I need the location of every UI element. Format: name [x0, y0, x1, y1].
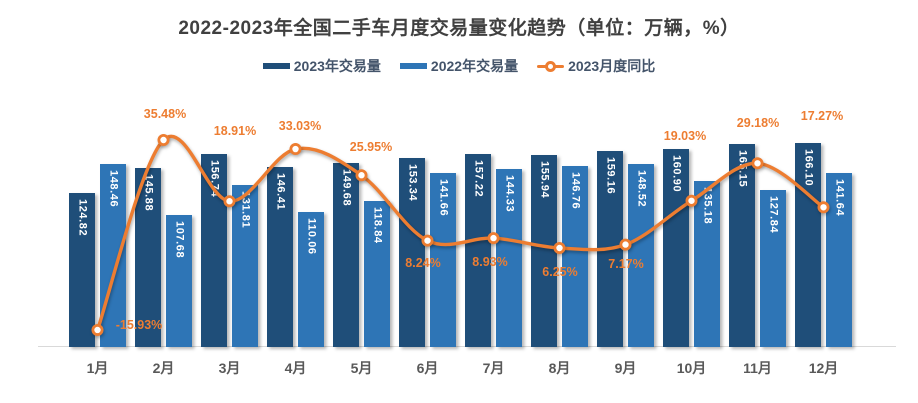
bar-value-2023-2月: 145.88 [135, 174, 161, 211]
x-tick-6月: 6月 [416, 360, 439, 376]
bar-value-2023-10月: 160.90 [663, 155, 689, 192]
yoy-label-11月: 29.18% [736, 116, 780, 130]
yoy-label-9月: 7.17% [608, 257, 644, 271]
legend-swatch-2022-icon [399, 63, 427, 69]
bar-value-text: 131.81 [239, 190, 252, 229]
bar-value-text: 144.33 [503, 175, 516, 213]
legend-item-yoy: 2023月度同比 [537, 56, 655, 76]
bar-value-text: 153.34 [406, 164, 419, 202]
x-tick-7月: 7月 [482, 360, 505, 376]
x-tick-4月: 4月 [284, 360, 307, 376]
bar-value-2023-9月: 159.16 [597, 157, 623, 194]
bar-value-2023-8月: 155.94 [531, 161, 557, 198]
legend-label-2022: 2022年交易量 [430, 58, 519, 74]
x-tick-3月: 3月 [218, 360, 241, 376]
x-tick-1月: 1月 [86, 360, 109, 376]
bar-value-text: 156.74 [208, 160, 221, 198]
bar-value-2022-7月: 144.33 [496, 175, 522, 212]
bar-value-text: 107.68 [173, 220, 186, 258]
bar-value-2022-8月: 146.76 [562, 172, 588, 209]
chart-title: 2022-2023年全国二手车月度交易量变化趋势（单位：万辆，%） [178, 18, 740, 39]
legend-item-2023-volume: 2023年交易量 [262, 56, 381, 76]
bar-value-2022-5月: 118.84 [364, 207, 390, 244]
yoy-label-1月: -15.93% [115, 318, 163, 332]
bar-value-2022-4月: 110.06 [298, 218, 324, 255]
bar-value-text: 135.18 [701, 186, 714, 224]
bar-value-2022-10月: 135.18 [694, 187, 720, 224]
bar-value-text: 118.84 [371, 206, 384, 244]
bar-value-text: 157.22 [472, 159, 485, 197]
legend-line-marker-icon [537, 60, 565, 72]
bar-value-text: 160.90 [670, 155, 683, 193]
x-tick-2月: 2月 [152, 360, 175, 376]
bar-value-text: 145.88 [142, 173, 155, 211]
bar-value-2023-5月: 149.68 [333, 169, 359, 206]
bar-value-text: 149.68 [340, 168, 353, 207]
legend-item-2022-volume: 2022年交易量 [399, 56, 519, 76]
bar-value-text: 165.15 [736, 149, 749, 188]
bar-value-text: 127.84 [767, 195, 780, 233]
x-tick-12月: 12月 [808, 360, 839, 376]
yoy-label-2月: 35.48% [143, 107, 187, 121]
bar-value-text: 124.82 [76, 199, 89, 237]
yoy-label-10月: 19.03% [663, 129, 707, 143]
bar-value-2022-9月: 148.52 [628, 170, 654, 207]
legend-label-2023: 2023年交易量 [293, 58, 381, 74]
bar-value-2022-3月: 131.81 [232, 191, 258, 228]
x-tick-8月: 8月 [548, 360, 571, 376]
bar-value-text: 110.06 [305, 217, 318, 255]
yoy-label-3月: 18.91% [213, 124, 257, 138]
x-tick-10月: 10月 [676, 360, 707, 376]
bar-value-text: 148.52 [635, 170, 648, 208]
bar-value-text: 141.64 [833, 178, 846, 217]
bar-2022-12月 [826, 172, 852, 347]
bar-2023-1月 [69, 193, 95, 347]
bar-value-2023-12月: 166.10 [795, 149, 821, 186]
line-marker-2月 [157, 134, 170, 147]
bar-value-2023-6月: 153.34 [399, 164, 425, 201]
yoy-label-7月: 8.93% [472, 255, 508, 269]
bar-value-2022-2月: 107.68 [166, 221, 192, 258]
bar-value-text: 146.76 [569, 172, 582, 210]
bar-value-text: 148.46 [107, 170, 120, 208]
bar-value-2022-11月: 127.84 [760, 196, 786, 233]
line-marker-4月 [289, 143, 302, 156]
yoy-label-5月: 25.95% [349, 140, 393, 154]
bar-value-text: 141.66 [437, 178, 450, 216]
yoy-label-4月: 33.03% [278, 119, 322, 133]
yoy-label-12月: 17.27% [800, 109, 844, 123]
bar-value-2023-7月: 157.22 [465, 160, 491, 197]
legend-swatch-2023-icon [262, 63, 290, 69]
bar-value-text: 146.41 [274, 172, 287, 211]
bar-value-text: 155.94 [538, 161, 551, 199]
legend-circle-marker-icon [545, 60, 557, 72]
bar-value-2023-3月: 156.74 [201, 160, 227, 197]
yoy-label-6月: 8.24% [405, 256, 441, 270]
legend-label-yoy: 2023月度同比 [568, 58, 656, 74]
bar-value-2023-1月: 124.82 [69, 199, 95, 236]
bar-value-text: 159.16 [604, 157, 617, 195]
bar-value-text: 166.10 [802, 148, 815, 186]
yoy-label-8月: 6.25% [542, 265, 578, 279]
bar-value-2022-12月: 141.64 [826, 179, 852, 216]
x-tick-9月: 9月 [614, 360, 637, 376]
bar-value-2023-4月: 146.41 [267, 173, 293, 210]
bar-value-2022-1月: 148.46 [100, 170, 126, 207]
x-tick-11月: 11月 [743, 360, 772, 376]
bar-value-2023-11月: 165.15 [729, 150, 755, 187]
bar-value-2022-6月: 141.66 [430, 179, 456, 216]
x-tick-5月: 5月 [350, 360, 373, 376]
legend: 2023年交易量 2022年交易量 2023月度同比 [0, 56, 918, 76]
